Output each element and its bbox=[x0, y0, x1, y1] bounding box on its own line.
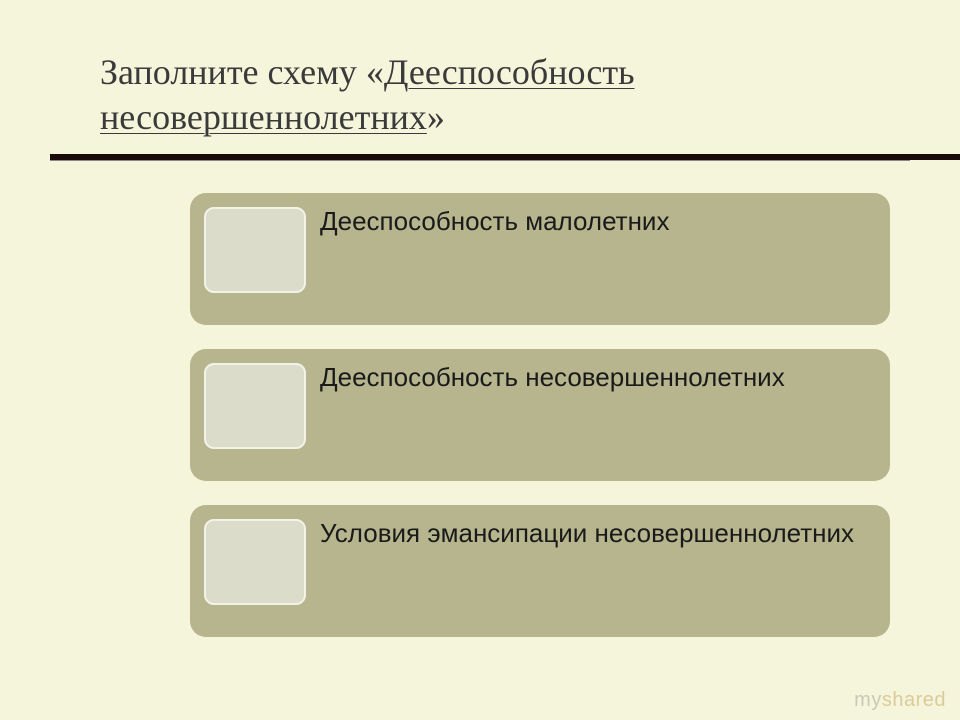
title-prefix: Заполните схему « bbox=[100, 52, 384, 92]
watermark: myshared bbox=[854, 689, 946, 712]
list-item: Дееспособность малолетних bbox=[190, 193, 890, 325]
card-image-box bbox=[204, 207, 306, 293]
list-item: Дееспособность несовершеннолетних bbox=[190, 349, 890, 481]
cards-container: Дееспособность малолетних Дееспособность… bbox=[0, 161, 960, 637]
page-title: Заполните схему «Дееспособность несоверш… bbox=[100, 50, 860, 140]
watermark-part1: my bbox=[854, 689, 882, 711]
card-label: Дееспособность несовершеннолетних bbox=[320, 361, 785, 394]
slide: Заполните схему « Дееспособность несоверш… bbox=[0, 0, 960, 720]
card-label: Условия эмансипации несовершеннолетних bbox=[320, 517, 854, 550]
title-suffix: » bbox=[427, 97, 445, 137]
list-item: Условия эмансипации несовершеннолетних bbox=[190, 505, 890, 637]
card-label: Дееспособность малолетних bbox=[320, 205, 669, 238]
card-image-box bbox=[204, 363, 306, 449]
watermark-part2: shared bbox=[882, 689, 946, 711]
title-area: Заполните схему «Дееспособность несоверш… bbox=[0, 50, 960, 148]
card-image-box bbox=[204, 519, 306, 605]
